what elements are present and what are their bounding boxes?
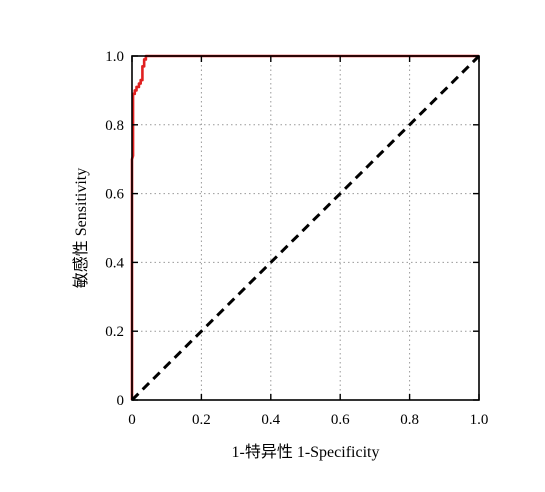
y-tick-label: 0 xyxy=(117,393,125,409)
x-tick-label: 0.2 xyxy=(192,412,211,428)
plot-frame xyxy=(131,55,480,401)
y-tick-label: 0.4 xyxy=(105,255,124,271)
reference-diagonal-line xyxy=(130,54,481,402)
x-axis-label: 1-特异性 1-Specificity xyxy=(232,443,380,461)
x-tick-label: 0.4 xyxy=(261,412,280,428)
y-tick-label: 0.2 xyxy=(105,324,124,340)
grid xyxy=(132,56,479,400)
roc-curve-line xyxy=(130,54,479,400)
y-axis-label: 敏感性 Sensitivity xyxy=(72,168,90,288)
y-tick-label: 0.8 xyxy=(105,118,124,134)
x-tick-label: 0.8 xyxy=(400,412,419,428)
series-layer xyxy=(130,54,481,402)
y-tick-label: 0.6 xyxy=(105,187,124,203)
ticks: 0 0.2 0.4 0.6 0.8 1.0 0 0.2 0.4 0.6 0.8 1.0 xyxy=(105,49,488,428)
y-tick-label: 1.0 xyxy=(105,49,124,65)
x-tick-label: 0.6 xyxy=(331,412,350,428)
x-tick-label: 0 xyxy=(128,412,136,428)
x-tick-label: 1.0 xyxy=(470,412,489,428)
